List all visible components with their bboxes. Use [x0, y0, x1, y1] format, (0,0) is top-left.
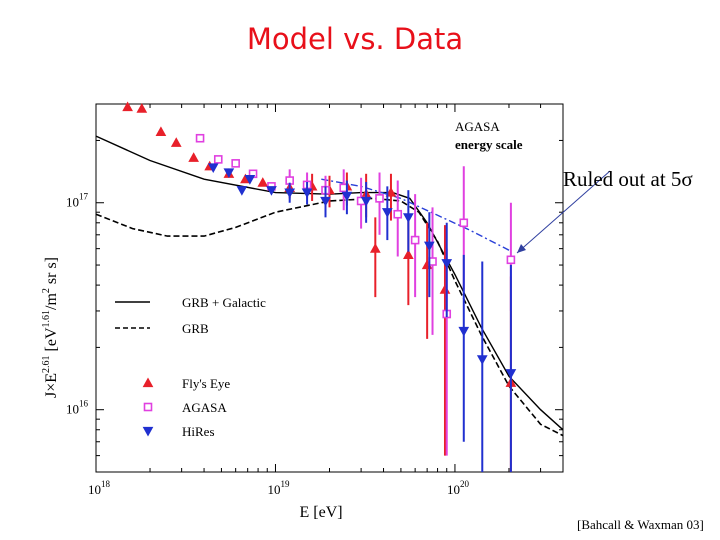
slide-title: Model vs. Data [246, 22, 464, 56]
model-curves [95, 135, 611, 437]
hires-point [505, 369, 517, 379]
flys_eye-point [369, 243, 381, 253]
grb-curve [95, 197, 564, 437]
x-axis-label: E [eV] [300, 504, 343, 521]
legend-marker-label: AGASA [182, 400, 227, 415]
hires-point [236, 186, 248, 196]
axis-text: 1018 1019 1020 1016 1017 E [eV] J×E2.61 [eV1.6… [41, 119, 523, 521]
hires-point [402, 213, 414, 223]
plot-border [95, 103, 564, 473]
flys_eye-point [155, 126, 167, 136]
legend-marker-hires [142, 426, 154, 437]
flys_eye-point [170, 137, 182, 147]
flys_eye-point [122, 101, 133, 112]
agasa-point [410, 235, 420, 245]
hires-point [423, 241, 435, 252]
flys_eye-point [257, 177, 269, 187]
flys_eye-point [136, 103, 148, 113]
agasa-point [375, 194, 384, 203]
hires-point [266, 186, 277, 196]
hires-point [244, 175, 256, 185]
flys_eye-point [402, 249, 414, 259]
agasa-point [213, 155, 223, 164]
flys_eye-point [439, 284, 451, 294]
hires-point [476, 355, 488, 365]
agasa-energy-scale-note: energy scale [455, 137, 523, 152]
legend-marker-label: HiRes [182, 424, 215, 439]
hires-point [301, 188, 313, 199]
agasa-point [506, 255, 516, 265]
citation: [Bahcall & Waxman 03] [577, 517, 704, 532]
hires-point [360, 196, 372, 207]
agasa-energy-scale-note: AGASA [455, 119, 500, 134]
y-tick-label: 1017 [66, 192, 89, 210]
hires-point [341, 191, 353, 202]
legend-line-label: GRB [182, 321, 209, 336]
flys_eye-point [385, 187, 397, 197]
legend-marker-agasa [143, 402, 153, 412]
y-axis-label: J×E2.61 [eV1.61/m2 sr s] [41, 257, 60, 398]
hires-point [284, 188, 296, 199]
agasa-point [459, 218, 469, 228]
grb-galactic-curve [95, 135, 564, 431]
legend-marker-label: Fly's Eye [182, 376, 230, 391]
plot-frame [95, 103, 564, 473]
hires-point [207, 163, 219, 174]
agasa-point [195, 133, 205, 143]
flys_eye-point [188, 152, 199, 162]
agasa-point [393, 209, 403, 219]
y-tick-label: 1016 [66, 399, 89, 417]
hires-point [441, 259, 453, 269]
ruled-out-curve [321, 178, 510, 251]
ruled-out-annotation: Ruled out at 5σ [563, 167, 693, 191]
annotation-arrow [516, 170, 611, 254]
hires-point [458, 326, 470, 337]
hires-point [320, 196, 331, 207]
data-points [122, 101, 517, 472]
legend-marker-flys_eye [142, 377, 154, 388]
annotation-arrowhead [517, 244, 526, 253]
legend-line-label: GRB + Galactic [182, 295, 266, 310]
x-tick-label: 1019 [267, 479, 290, 497]
x-tick-label: 1020 [447, 479, 470, 497]
hires-point [381, 208, 393, 218]
hires-point [223, 168, 235, 179]
agasa-point [231, 159, 240, 168]
x-tick-label: 1018 [88, 479, 111, 497]
